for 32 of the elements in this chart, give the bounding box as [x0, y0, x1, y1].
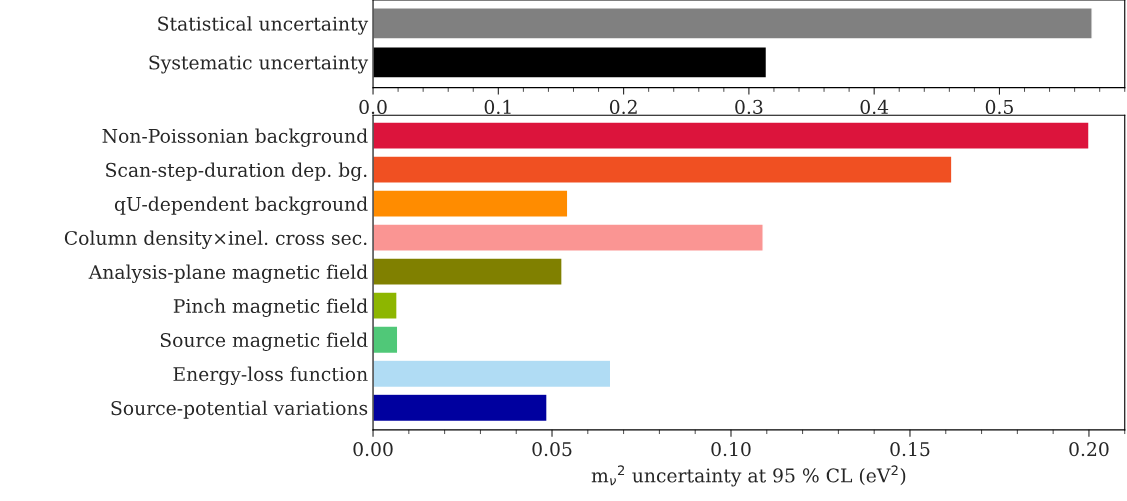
x-axis-title: m$_{ν}$$^{2}$ uncertainty at 95 % CL (eV$^{2}$) — [591, 465, 906, 487]
y-tick-label: Scan-step-duration dep. bg. — [106, 162, 367, 181]
bar — [373, 291, 398, 321]
x-tick-label: 0.20 — [1069, 441, 1109, 457]
y-tick-label: Pinch magnetic field — [173, 298, 368, 317]
y-tick-label: Column density×inel. cross sec. — [64, 230, 367, 249]
x-tick-label: 0.10 — [711, 441, 751, 457]
bar — [373, 155, 953, 184]
y-tick-label: qU-dependent background — [114, 196, 368, 215]
x-tick-label: 0.15 — [890, 441, 930, 457]
bar — [373, 121, 1090, 150]
x-tick-label: 0.1 — [484, 99, 511, 114]
x-tick-label: 0.00 — [353, 441, 393, 457]
bar — [373, 359, 612, 389]
x-tick-label: 0.3 — [735, 99, 763, 114]
bar — [373, 325, 399, 355]
x-tick-label: 0.05 — [532, 441, 572, 457]
y-tick-label: Non-Poissonian background — [102, 128, 368, 147]
y-tick-label: Statistical uncertainty — [158, 16, 369, 35]
x-tick-label: 0.2 — [609, 99, 637, 114]
y-tick-label: Systematic uncertainty — [149, 55, 369, 74]
y-tick-label: Analysis-plane magnetic field — [88, 264, 368, 283]
x-tick-label: 0.5 — [985, 99, 1013, 114]
bar — [373, 257, 563, 286]
y-tick-label: Source-potential variations — [111, 400, 368, 419]
bar — [373, 189, 569, 218]
bar — [373, 393, 548, 423]
y-tick-label: Source magnetic field — [160, 332, 368, 352]
bar — [373, 223, 764, 252]
x-tick-label: 0.0 — [359, 99, 387, 114]
y-tick-label: Energy-loss function — [173, 366, 368, 386]
x-tick-label: 0.4 — [860, 99, 889, 114]
